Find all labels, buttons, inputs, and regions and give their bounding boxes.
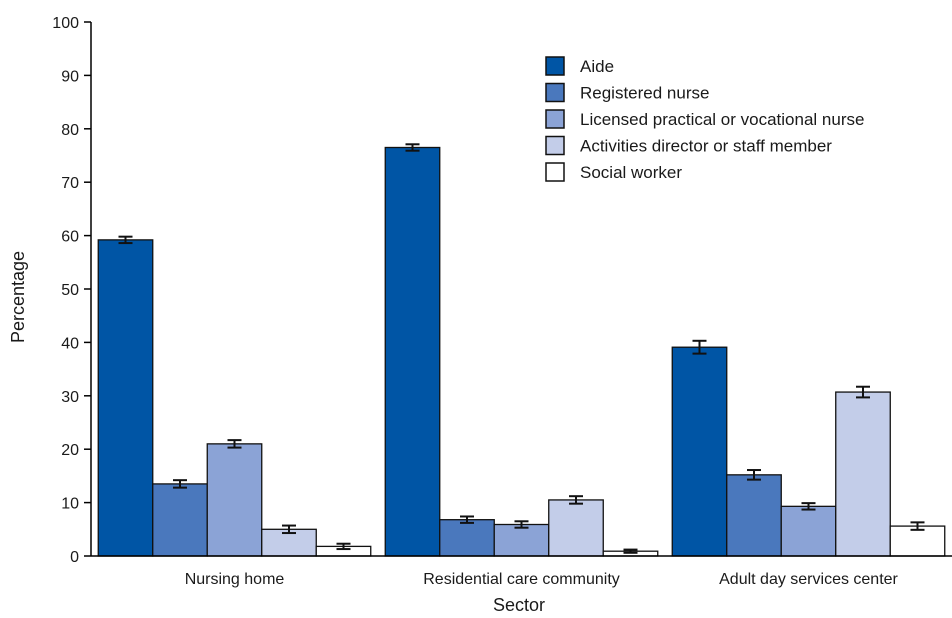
x-tick-label: Residential care community bbox=[423, 571, 620, 588]
legend: Aide Registered nurse Licensed practical o… bbox=[545, 56, 864, 182]
y-tick-label: 90 bbox=[61, 68, 79, 85]
y-tick-label: 30 bbox=[61, 389, 79, 406]
legend-label: Social worker bbox=[580, 163, 682, 182]
bar bbox=[835, 391, 891, 557]
legend-label: Registered nurse bbox=[580, 84, 709, 103]
x-axis-tick-labels: Nursing home Residential care community Ad… bbox=[185, 571, 899, 588]
bar bbox=[548, 499, 604, 557]
legend-swatch bbox=[545, 82, 565, 103]
bar bbox=[671, 346, 728, 557]
bar bbox=[97, 239, 154, 557]
legend-label: Activities director or staff member bbox=[580, 137, 832, 156]
x-tick-label: Nursing home bbox=[185, 571, 285, 588]
bar bbox=[780, 505, 837, 557]
y-tick-label: 70 bbox=[61, 175, 79, 192]
x-axis-title: Sector bbox=[493, 595, 545, 615]
y-tick-label: 20 bbox=[61, 442, 79, 459]
bars bbox=[97, 146, 946, 557]
y-tick-label: 40 bbox=[61, 335, 79, 352]
error-bars bbox=[118, 143, 925, 554]
bar bbox=[384, 146, 441, 557]
legend-label: Licensed practical or vocational nurse bbox=[580, 110, 864, 129]
bar bbox=[152, 483, 208, 557]
x-tick-label: Adult day services center bbox=[719, 571, 898, 588]
y-tick-label: 100 bbox=[52, 15, 79, 32]
bar bbox=[726, 474, 782, 557]
legend-swatch bbox=[545, 109, 565, 129]
y-tick-label: 10 bbox=[61, 496, 79, 513]
bar bbox=[439, 519, 495, 557]
legend-label: Aide bbox=[580, 57, 614, 76]
y-axis-ticks: 0 10 20 30 40 50 60 70 80 90 100 bbox=[52, 15, 91, 566]
y-tick-label: 50 bbox=[61, 282, 79, 299]
bar bbox=[493, 523, 550, 557]
y-tick-label: 60 bbox=[61, 229, 79, 246]
axes bbox=[90, 22, 952, 557]
y-tick-label: 0 bbox=[70, 549, 79, 566]
y-tick-label: 80 bbox=[61, 122, 79, 139]
legend-swatch bbox=[545, 135, 565, 156]
y-axis-title: Percentage bbox=[8, 251, 28, 343]
legend-swatch bbox=[545, 162, 565, 182]
bar bbox=[206, 443, 263, 557]
legend-swatch bbox=[545, 56, 565, 76]
